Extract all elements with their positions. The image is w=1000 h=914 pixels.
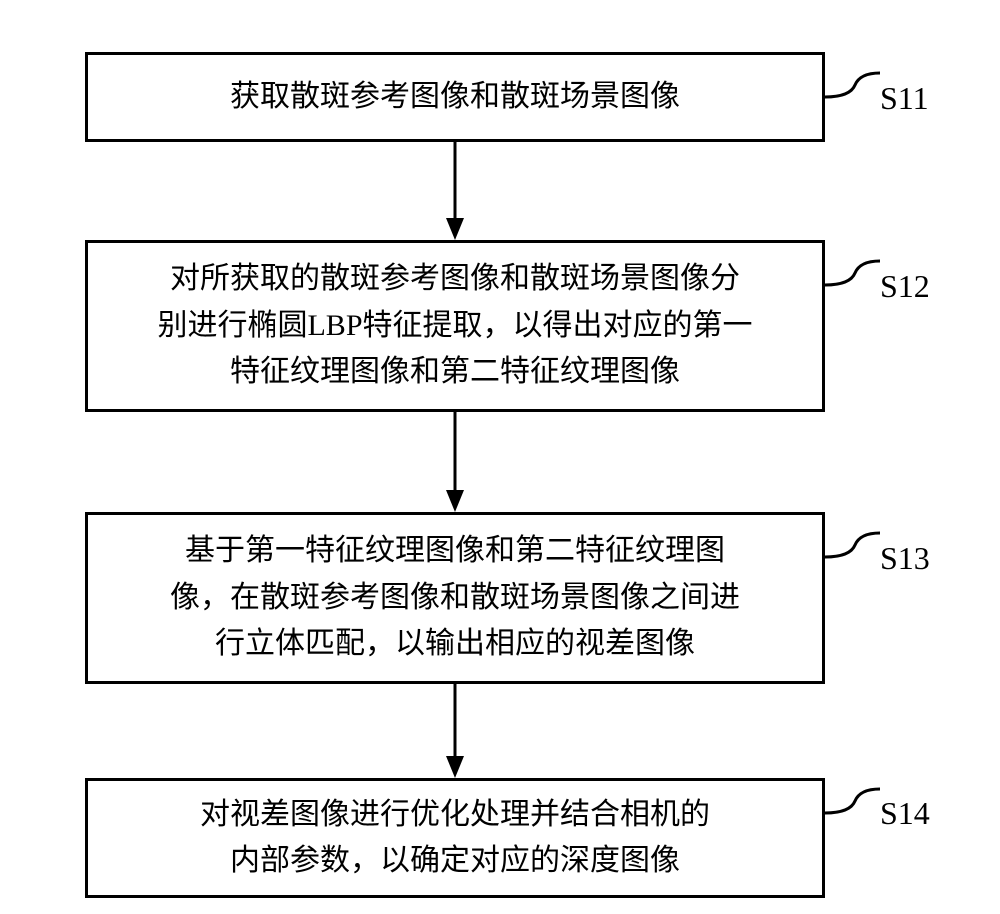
flowchart-canvas: 获取散斑参考图像和散斑场景图像 S11 对所获取的散斑参考图像和散斑场景图像分 别进…: [0, 0, 1000, 914]
flow-node-n2: 对所获取的散斑参考图像和散斑场景图像分 别进行椭圆LBP特征提取，以得出对应的第…: [85, 240, 825, 412]
flow-node-text: 基于第一特征纹理图像和第二特征纹理图 像，在散斑参考图像和散斑场景图像之间进 行…: [170, 528, 740, 668]
arrow-n1-n2: [435, 142, 475, 240]
step-label-s12: S12: [880, 268, 930, 305]
step-label-s11: S11: [880, 80, 929, 117]
label-connector-n2: [825, 261, 880, 285]
label-connector-n1: [825, 73, 880, 97]
step-label-s13: S13: [880, 540, 930, 577]
flow-node-n4: 对视差图像进行优化处理并结合相机的 内部参数，以确定对应的深度图像: [85, 778, 825, 898]
label-connector-n3: [825, 533, 880, 557]
arrow-n3-n4: [435, 684, 475, 778]
flow-node-n1: 获取散斑参考图像和散斑场景图像: [85, 52, 825, 142]
arrow-n2-n3: [435, 412, 475, 512]
flow-node-text: 获取散斑参考图像和散斑场景图像: [230, 74, 680, 121]
flow-node-n3: 基于第一特征纹理图像和第二特征纹理图 像，在散斑参考图像和散斑场景图像之间进 行…: [85, 512, 825, 684]
flow-node-text: 对视差图像进行优化处理并结合相机的 内部参数，以确定对应的深度图像: [200, 792, 710, 885]
label-connector-n4: [825, 789, 880, 813]
flow-node-text: 对所获取的散斑参考图像和散斑场景图像分 别进行椭圆LBP特征提取，以得出对应的第…: [157, 256, 752, 396]
step-label-s14: S14: [880, 795, 930, 832]
